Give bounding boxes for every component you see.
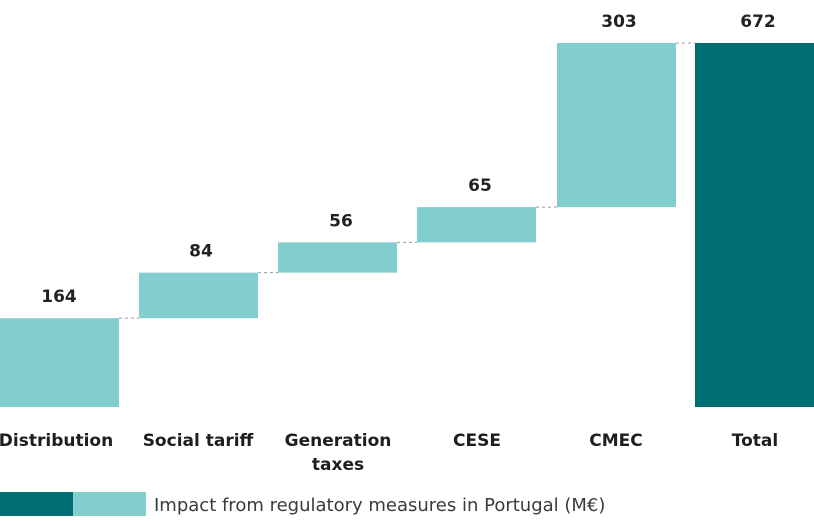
value-label: 303 (601, 12, 637, 32)
value-label: 56 (329, 211, 353, 231)
category-label-line: taxes (312, 455, 364, 475)
category-label-line: Total (732, 431, 778, 451)
category-label: CESE (453, 431, 501, 451)
bar-cmec (557, 43, 676, 208)
bar-cese (417, 207, 536, 243)
value-label: 672 (740, 12, 776, 32)
bar-total (695, 43, 814, 407)
bars (0, 43, 814, 407)
legend-label: Impact from regulatory measures in Portu… (154, 495, 605, 516)
category-label-line: Generation (285, 431, 392, 451)
category-label: Generation taxes (285, 431, 392, 475)
category-label-line: CESE (453, 431, 501, 451)
value-label: 164 (41, 287, 77, 307)
legend-swatch-increment (73, 492, 146, 516)
bar-generation-taxes (278, 242, 397, 273)
category-label: Distribution (0, 431, 113, 451)
value-labels: 164 84 56 65 303 672 (41, 12, 776, 307)
category-label: Total (732, 431, 778, 451)
category-labels: Distribution Social tariff Generation taxes… (0, 431, 778, 475)
category-label-line: CMEC (589, 431, 642, 451)
bar-distribution (0, 318, 119, 407)
value-label: 65 (468, 176, 492, 196)
category-label: Social tariff (143, 431, 254, 451)
category-label-line: Social tariff (143, 431, 254, 451)
legend: Impact from regulatory measures in Portu… (0, 492, 605, 516)
category-label: CMEC (589, 431, 642, 451)
value-label: 84 (189, 242, 213, 262)
bar-social-tariff (139, 272, 258, 319)
legend-swatch-total (0, 492, 73, 516)
category-label-line: Distribution (0, 431, 113, 451)
